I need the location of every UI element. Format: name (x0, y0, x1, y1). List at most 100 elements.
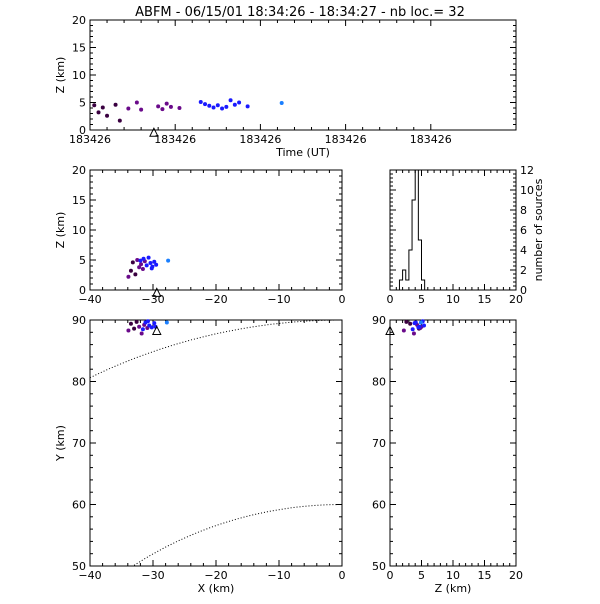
plan-view-point (149, 325, 154, 330)
time-height-point (220, 106, 225, 111)
x-height-point (154, 262, 159, 267)
time-height-point (139, 107, 144, 112)
z-y-view-ytick-label: 60 (372, 499, 386, 512)
height-histogram-ylabel: number of sources (532, 178, 545, 281)
x-height-point (152, 259, 157, 264)
time-height-point (92, 103, 97, 108)
x-height-point (146, 255, 151, 260)
time-height-point (245, 104, 250, 109)
plan-view-point (139, 331, 144, 336)
plan-view-ytick-label: 80 (72, 376, 86, 389)
time-height-point (198, 99, 203, 104)
x-height-point (148, 261, 153, 265)
plan-view-point (128, 321, 133, 326)
z-y-view-station-marker (385, 325, 395, 335)
time-height-ytick-label: 20 (72, 14, 86, 27)
x-height-point (135, 258, 140, 262)
height-histogram-xtick-label: 5 (418, 293, 425, 306)
plan-view-point (137, 324, 142, 329)
plan-view-xtick-label: 0 (339, 569, 346, 582)
plan-view-range-ring (89, 319, 342, 379)
x-height-xtick-label: 0 (339, 293, 346, 306)
x-height-point (140, 267, 145, 271)
time-height-point (113, 102, 118, 107)
time-height-ylabel: Z (km) (54, 57, 67, 94)
x-height-xtick-label: −20 (204, 293, 227, 306)
plan-view-xtick-label: −10 (267, 569, 290, 582)
z-y-view-point (410, 327, 415, 332)
z-y-view-point (418, 320, 423, 325)
time-height-point (203, 102, 208, 107)
x-height-xtick-label: −40 (78, 293, 101, 306)
z-y-view-point (411, 331, 416, 336)
z-y-view-ytick-label: 70 (372, 437, 386, 450)
plan-view-ytick-label: 90 (72, 314, 86, 327)
height-histogram-ytick-label: 6 (520, 224, 527, 237)
time-height-point (224, 104, 229, 109)
height-histogram-xtick-label: 10 (446, 293, 460, 306)
time-height-point (207, 103, 212, 108)
x-height-point (128, 268, 133, 273)
z-y-view-xtick-label: 10 (446, 569, 460, 582)
time-height-point (215, 103, 220, 108)
plan-view-point (134, 319, 139, 324)
x-height-ytick-label: 5 (79, 254, 86, 267)
x-height-ytick-label: 15 (72, 194, 86, 207)
x-height-point (144, 263, 149, 268)
z-y-view-xtick-label: 0 (387, 569, 394, 582)
z-y-view-frame (389, 319, 517, 567)
time-height-point (237, 100, 242, 105)
time-height-xlabel: Time (UT) (275, 146, 330, 159)
x-height-point (149, 266, 154, 271)
height-histogram-ytick-label: 0 (520, 284, 527, 297)
time-height-point (164, 101, 169, 106)
time-height-point (156, 104, 161, 109)
height-histogram-ytick-label: 10 (520, 184, 534, 197)
height-histogram-ytick-label: 4 (520, 244, 527, 257)
time-height-xtick-label: 183426 (239, 133, 281, 146)
time-height-xtick-label: 183426 (69, 133, 111, 146)
time-height-point (232, 102, 237, 107)
time-height-ytick-label: 5 (79, 97, 86, 110)
x-height-point (139, 262, 144, 267)
z-y-view-point (404, 319, 409, 324)
x-height-ytick-label: 10 (72, 224, 86, 237)
time-height-xtick-label: 183426 (325, 133, 367, 146)
plan-view-xtick-label: −20 (204, 569, 227, 582)
time-height-point (279, 101, 284, 106)
plan-view-ytick-label: 70 (72, 437, 86, 450)
time-height-ytick-label: 15 (72, 42, 86, 55)
height-histogram-xtick-label: 20 (509, 293, 523, 306)
z-y-view-point (408, 321, 413, 326)
x-height-point (138, 258, 143, 263)
time-height-point (211, 105, 216, 110)
x-height-point (126, 274, 131, 279)
plan-view-station-marker (151, 325, 162, 335)
plan-view-point (140, 327, 145, 332)
z-y-view-xlabel: Z (km) (435, 582, 472, 595)
time-height-point (117, 118, 122, 123)
height-histogram-ytick-label: 2 (520, 264, 527, 277)
plan-view-xtick-label: −30 (141, 569, 164, 582)
x-height-ylabel: Z (km) (54, 212, 67, 249)
plan-view-point (126, 328, 131, 333)
time-height-frame (89, 19, 517, 131)
x-height-ytick-label: 0 (79, 284, 86, 297)
time-height-point (134, 100, 139, 105)
time-height-point (228, 98, 233, 103)
x-height-point (130, 260, 135, 265)
time-height-point (126, 106, 131, 111)
x-height-point (133, 272, 138, 277)
x-height-station-marker (151, 287, 162, 297)
x-height-point (137, 265, 142, 270)
time-height-xtick-label: 183426 (410, 133, 452, 146)
plan-view-xtick-label: −40 (78, 569, 101, 582)
x-height-ytick-label: 20 (72, 164, 86, 177)
height-histogram-ytick-label: 8 (520, 204, 527, 217)
plan-view-ytick-label: 50 (72, 560, 86, 573)
height-histogram-ytick-label: 12 (520, 164, 534, 177)
time-height-point (100, 105, 105, 110)
z-y-view-xtick-label: 15 (478, 569, 492, 582)
